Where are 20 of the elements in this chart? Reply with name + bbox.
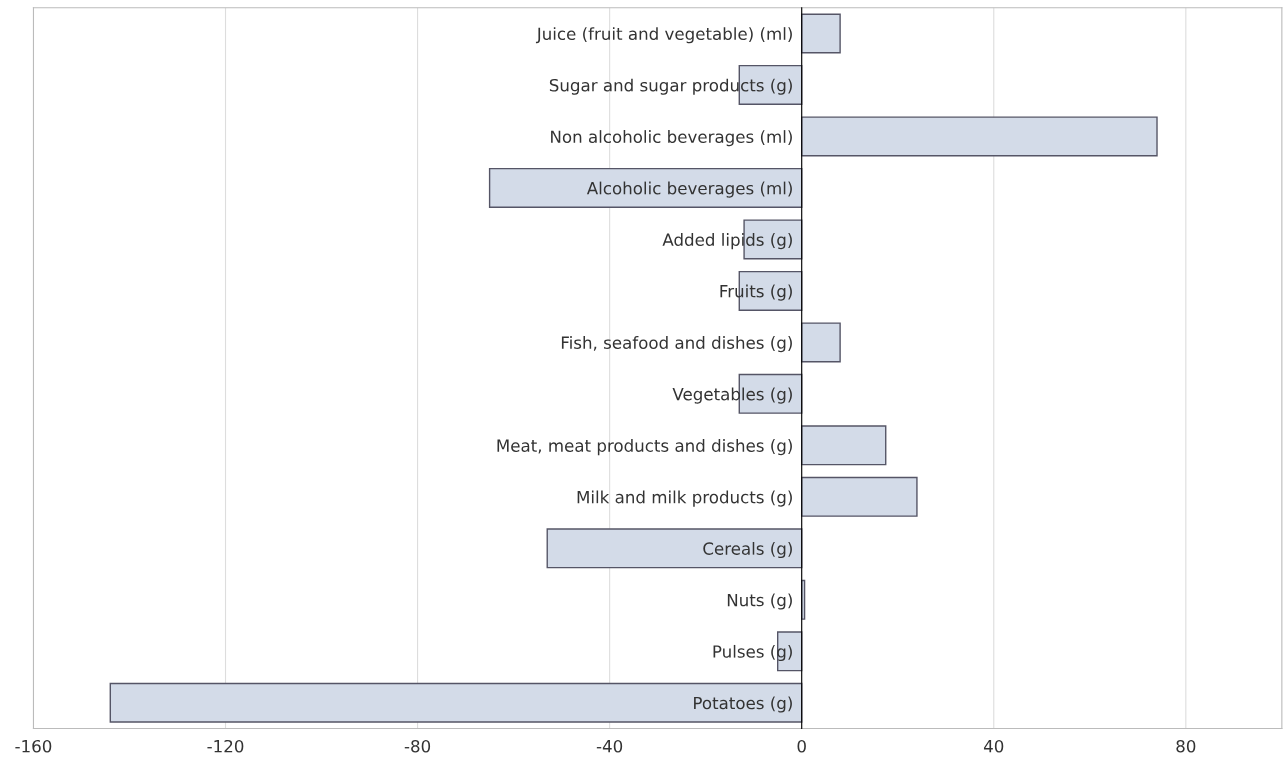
x-tick-label: -160 bbox=[15, 739, 52, 753]
bar bbox=[801, 13, 841, 54]
bar bbox=[801, 476, 918, 517]
x-tick-label: -40 bbox=[596, 739, 623, 753]
y-tick-label: Nuts (g) bbox=[727, 593, 792, 610]
y-tick-label: Cereals (g) bbox=[703, 541, 792, 559]
bar bbox=[801, 322, 841, 363]
y-tick-label: Juice (fruit and vegetable) (ml) bbox=[535, 27, 792, 44]
y-tick-label: Alcoholic beverages (ml) bbox=[586, 181, 792, 198]
x-tick-label: 40 bbox=[983, 739, 1004, 753]
bar bbox=[801, 425, 887, 466]
x-tick-label: -80 bbox=[404, 739, 431, 753]
y-tick-label: Non alcoholic beverages (ml) bbox=[551, 130, 792, 147]
x-tick-label: 80 bbox=[1176, 739, 1196, 753]
y-tick-label: Fish, seafood and dishes (g) bbox=[561, 336, 792, 353]
y-tick-label: Potatoes (g) bbox=[694, 696, 792, 713]
x-tick-label: 0 bbox=[797, 739, 806, 753]
y-tick-label: Meat, meat products and dishes (g) bbox=[497, 439, 792, 456]
y-tick-label: Milk and milk products (g) bbox=[577, 490, 792, 507]
x-tick-label: -120 bbox=[207, 739, 244, 753]
